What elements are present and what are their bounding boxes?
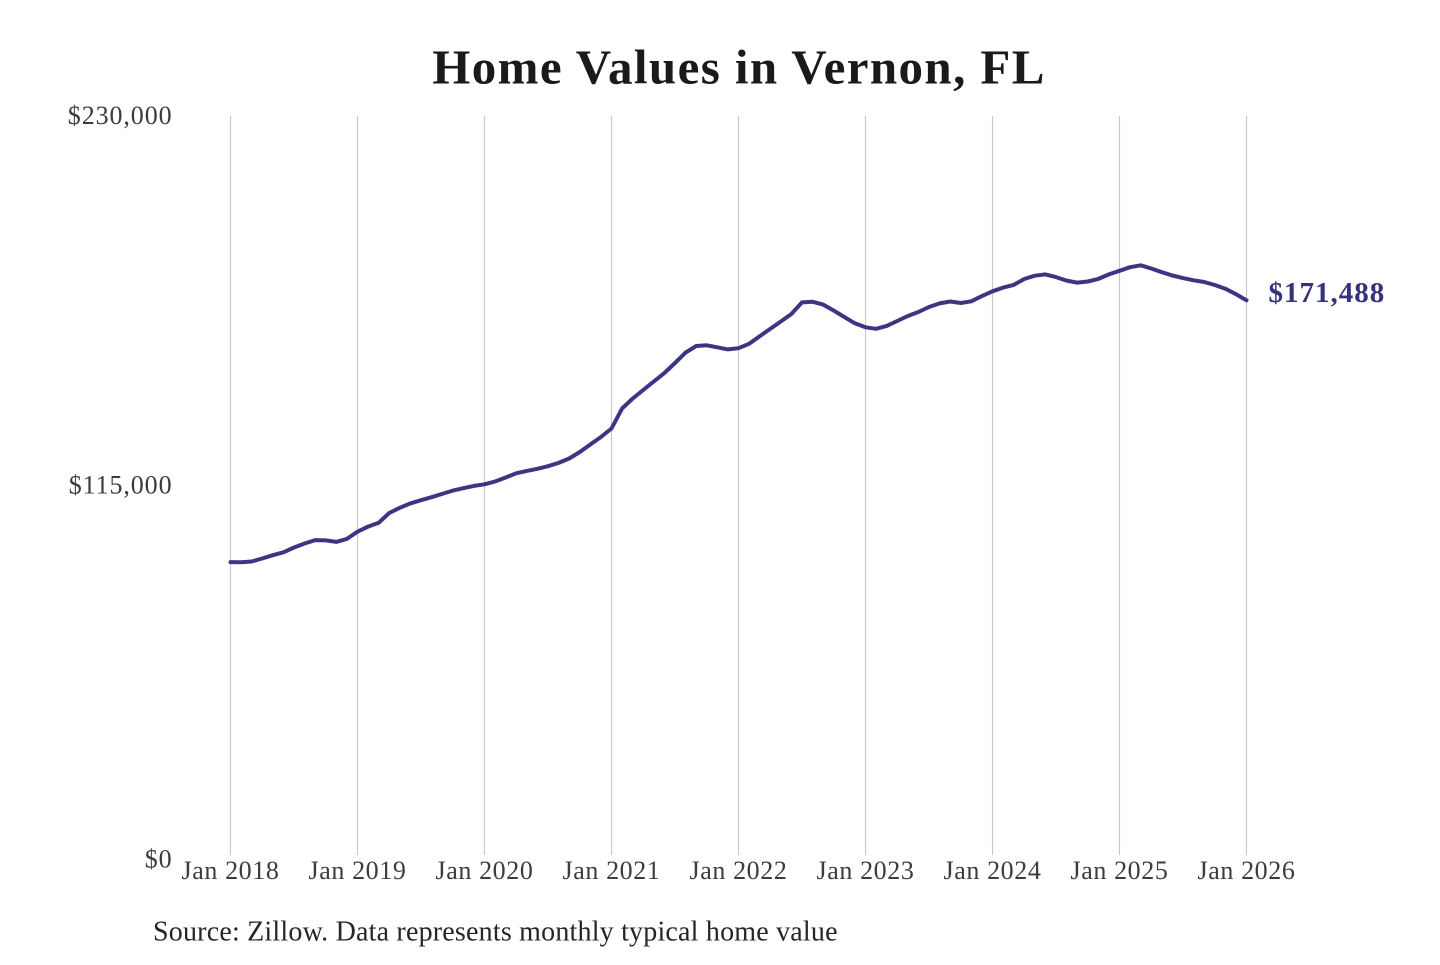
svg-text:Jan 2025: Jan 2025	[1071, 856, 1169, 885]
svg-text:$0: $0	[145, 845, 173, 874]
svg-text:Source: Zillow. Data represent: Source: Zillow. Data represents monthly …	[153, 917, 838, 948]
svg-text:Jan 2026: Jan 2026	[1198, 856, 1296, 885]
svg-text:Jan 2018: Jan 2018	[182, 856, 280, 885]
svg-text:$115,000: $115,000	[69, 471, 173, 500]
svg-text:$230,000: $230,000	[68, 101, 173, 130]
svg-text:Jan 2024: Jan 2024	[944, 856, 1042, 885]
svg-text:Jan 2020: Jan 2020	[436, 856, 534, 885]
svg-text:Jan 2021: Jan 2021	[563, 856, 661, 885]
svg-text:Jan 2023: Jan 2023	[817, 856, 915, 885]
svg-text:Home Values in Vernon, FL: Home Values in Vernon, FL	[432, 40, 1046, 95]
svg-text:$171,488: $171,488	[1269, 277, 1386, 309]
svg-text:Jan 2019: Jan 2019	[309, 856, 407, 885]
svg-text:Jan 2022: Jan 2022	[690, 856, 788, 885]
